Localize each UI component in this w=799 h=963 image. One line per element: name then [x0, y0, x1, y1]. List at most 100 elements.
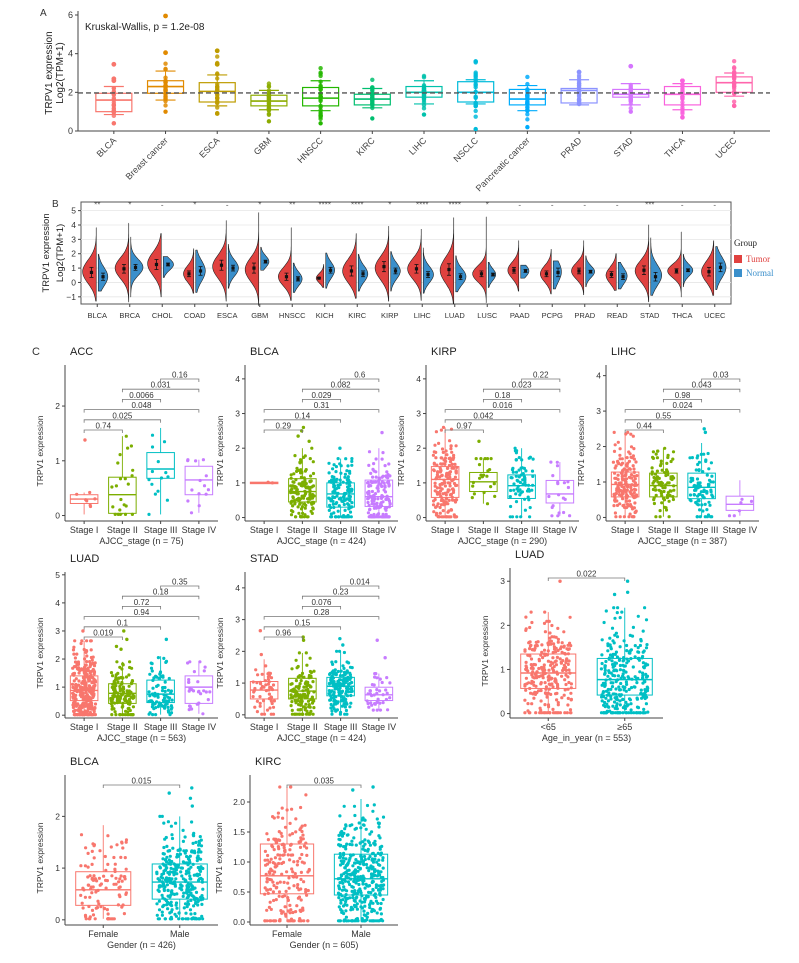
x-tick-label: Stage III	[685, 525, 719, 535]
data-point	[292, 860, 296, 864]
data-point	[267, 692, 271, 696]
data-point	[374, 919, 378, 923]
data-point	[493, 494, 497, 498]
comparison-bracket	[263, 626, 342, 630]
y-tick-label: 2	[55, 401, 60, 411]
data-point	[110, 874, 114, 878]
x-tick-label: Stage I	[70, 525, 99, 535]
data-point	[450, 462, 454, 466]
data-point	[166, 907, 170, 911]
data-point	[261, 699, 266, 703]
data-point	[112, 882, 116, 886]
data-point	[122, 687, 126, 691]
y-tick-label: 0	[235, 513, 240, 523]
data-point	[699, 490, 704, 494]
data-point	[530, 648, 535, 652]
data-point	[732, 514, 736, 518]
mean-point	[349, 269, 354, 273]
data-point	[342, 650, 346, 655]
data-point	[282, 880, 286, 885]
data-point	[307, 486, 311, 490]
data-point	[375, 911, 379, 915]
data-point	[312, 494, 316, 498]
data-point	[310, 485, 314, 489]
data-point	[549, 677, 553, 681]
data-point	[511, 466, 515, 470]
data-point	[371, 809, 375, 813]
data-point	[666, 491, 670, 495]
data-point	[374, 885, 378, 890]
data-point	[273, 856, 277, 860]
data-point	[332, 477, 336, 482]
data-point	[707, 467, 711, 471]
data-point	[124, 675, 129, 679]
data-point	[454, 469, 458, 474]
comparison-bracket	[83, 429, 123, 433]
data-point	[201, 887, 205, 891]
data-point	[607, 669, 611, 673]
data-point	[616, 440, 620, 444]
data-point	[118, 453, 122, 457]
data-point	[536, 689, 541, 693]
data-point	[349, 489, 353, 493]
data-point	[334, 470, 338, 474]
data-point	[125, 700, 129, 704]
data-point	[551, 650, 555, 655]
data-point	[650, 466, 654, 470]
data-point	[82, 675, 86, 680]
tumor-violin	[212, 220, 227, 302]
data-point	[87, 684, 91, 688]
data-point	[375, 513, 379, 517]
data-point	[555, 460, 559, 464]
data-point	[371, 901, 375, 905]
data-point	[534, 684, 538, 688]
data-point	[344, 689, 349, 693]
data-point	[110, 485, 114, 489]
data-point	[344, 864, 348, 868]
data-point	[342, 831, 346, 836]
data-point	[364, 827, 368, 831]
data-point	[523, 711, 527, 715]
data-point	[437, 441, 441, 445]
comparison-bracket	[301, 595, 380, 600]
data-point	[183, 902, 188, 906]
x-tick-label: HNSCC	[295, 135, 325, 165]
data-point	[344, 919, 349, 923]
data-point	[273, 865, 278, 869]
significance-label: ****	[416, 201, 428, 210]
data-point	[290, 700, 294, 704]
data-point	[532, 676, 537, 680]
data-point	[436, 514, 440, 518]
data-point	[115, 843, 119, 847]
data-point	[204, 474, 208, 478]
data-point	[185, 869, 189, 873]
data-point	[289, 785, 293, 789]
data-point	[336, 509, 340, 513]
data-point	[357, 821, 361, 825]
kruskal-wallis-annotation: Kruskal-Wallis, p = 1.2e-08	[85, 22, 205, 33]
data-point	[290, 867, 294, 871]
y-tick-label: 2	[235, 646, 240, 656]
data-point	[333, 687, 337, 691]
data-point	[94, 906, 98, 910]
y-tick-label: 4	[235, 583, 240, 593]
mean-point	[296, 277, 300, 281]
x-tick-label: Stage II	[107, 525, 138, 535]
data-point	[525, 112, 530, 117]
p-value-label: 0.35	[172, 578, 188, 587]
data-point	[537, 666, 541, 671]
data-point	[276, 811, 280, 815]
x-tick-label: LIHC	[407, 135, 429, 157]
data-point	[567, 659, 571, 663]
mean-point	[458, 275, 463, 279]
tumor-violin	[315, 264, 325, 288]
data-point	[543, 630, 548, 634]
data-point	[680, 78, 685, 83]
data-point	[298, 497, 303, 501]
data-point	[308, 656, 312, 660]
y-tick-label: 0	[71, 277, 76, 287]
box	[507, 474, 536, 499]
data-point	[606, 687, 610, 692]
data-point	[348, 497, 352, 501]
data-point	[612, 430, 616, 434]
